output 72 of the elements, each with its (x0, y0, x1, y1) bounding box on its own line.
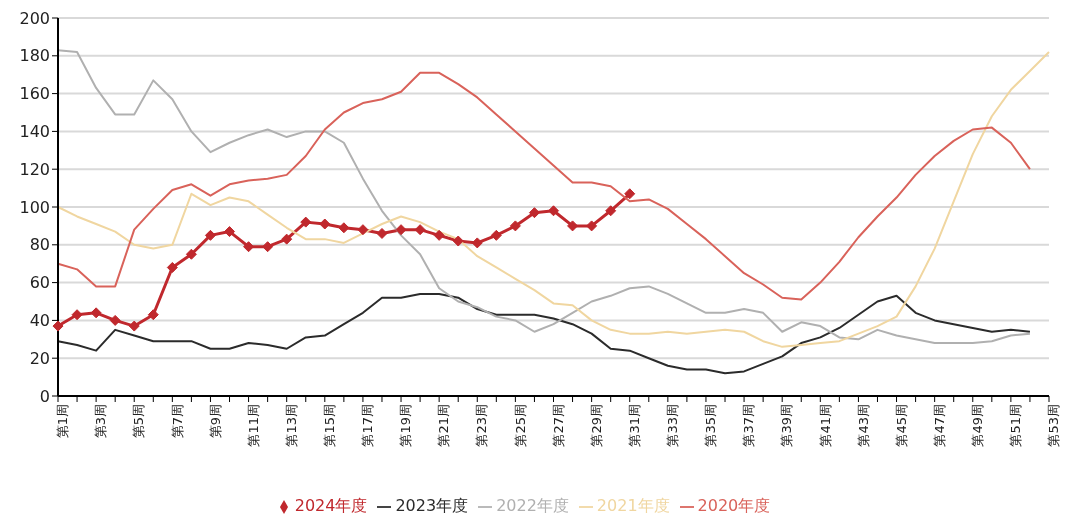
point (376, 227, 388, 239)
point (204, 229, 216, 241)
y-tick-label: 100 (19, 197, 50, 217)
x-tick-label: 第27周 (550, 404, 566, 447)
point (52, 320, 64, 332)
point (166, 261, 178, 273)
point (71, 309, 83, 321)
point (586, 220, 598, 232)
point (90, 307, 102, 319)
point (452, 235, 464, 247)
y-tick-label: 0 (39, 386, 50, 406)
x-tick-label: 第17周 (360, 404, 376, 447)
point (281, 233, 293, 245)
x-tick-label: 第23周 (474, 404, 490, 447)
x-tick-label: 第29周 (588, 404, 604, 447)
y-tick-label: 60 (29, 273, 50, 293)
line-series (57, 71, 1031, 301)
x-tick-label: 第47周 (931, 404, 947, 447)
y-tick-label: 80 (29, 235, 50, 255)
point (605, 205, 617, 217)
x-tick-label: 第45周 (893, 404, 909, 447)
point (319, 218, 331, 230)
point (262, 241, 274, 253)
point (300, 216, 312, 228)
legend-label: 2021年度 (596, 496, 670, 515)
x-tick-label: 第25周 (512, 404, 528, 447)
x-tick-label: 第31周 (626, 404, 642, 447)
point (509, 220, 521, 232)
point (109, 314, 121, 326)
x-tick-label: 第39周 (779, 404, 795, 447)
point (414, 224, 426, 236)
point (357, 224, 369, 236)
y-tick-label: 200 (19, 8, 50, 28)
x-tick-label: 第9周 (207, 404, 223, 439)
x-tick-label: 第33周 (665, 404, 681, 447)
x-tick-label: 第21周 (436, 404, 452, 447)
x-tick-label: 第7周 (169, 404, 185, 439)
point (395, 224, 407, 236)
line-series (57, 292, 1031, 375)
point (548, 205, 559, 217)
x-tick-label: 第51周 (1008, 404, 1024, 447)
x-tick-label: 第53周 (1046, 404, 1062, 447)
y-tick-label: 140 (19, 122, 50, 142)
x-tick-label: 第43周 (855, 404, 871, 447)
y-tick-label: 180 (19, 46, 50, 66)
x-tick-label: 第13周 (283, 404, 299, 447)
legend-label: 2022年度 (496, 496, 569, 515)
x-tick-label: 第11周 (245, 404, 261, 447)
point (338, 222, 350, 234)
x-tick-label: 第5周 (131, 404, 147, 439)
legend-label: 2020年度 (697, 496, 771, 515)
point (224, 226, 236, 238)
point (147, 309, 159, 321)
point (128, 320, 140, 332)
x-tick-label: 第3周 (93, 404, 109, 439)
x-tick-label: 第1周 (55, 404, 71, 439)
point (490, 229, 502, 241)
x-tick-label: 第41周 (817, 404, 833, 447)
y-tick-label: 120 (19, 159, 50, 179)
y-tick-label: 40 (29, 311, 50, 331)
x-tick-label: 第37周 (741, 404, 757, 447)
legend-label: 2024年度 (294, 496, 368, 515)
point (528, 207, 540, 219)
point (433, 229, 445, 241)
x-tick-label: 第35周 (703, 404, 719, 447)
y-tick-label: 20 (29, 348, 50, 368)
x-tick-label: 第15周 (322, 404, 338, 447)
x-tick-label: 第19周 (398, 404, 414, 447)
legend-label: 2023年度 (395, 496, 469, 515)
point (185, 248, 197, 260)
x-tick-label: 第49周 (970, 404, 985, 447)
y-tick-label: 160 (19, 84, 50, 104)
